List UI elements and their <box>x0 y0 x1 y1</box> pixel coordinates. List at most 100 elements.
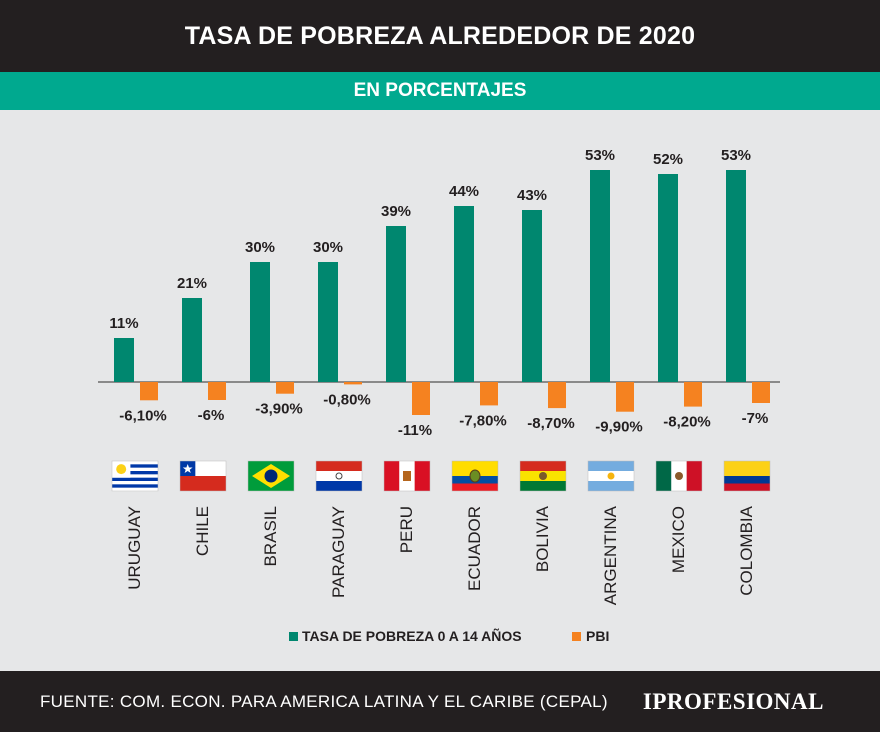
pbi-label-uruguay: -6,10% <box>119 407 167 424</box>
paraguay-flag <box>315 460 363 492</box>
flag-border <box>315 460 363 492</box>
poverty-bar-mexico <box>658 174 678 382</box>
pbi-bar-brasil <box>276 382 294 394</box>
category-label-uruguay: URUGUAY <box>125 506 144 590</box>
pbi-bar-uruguay <box>140 382 158 401</box>
flag-stripe <box>112 471 158 475</box>
uruguay-flag <box>111 460 159 492</box>
pbi-bar-peru <box>412 382 430 415</box>
poverty-label-peru: 39% <box>381 203 411 220</box>
chart-subtitle-bar: EN PORCENTAJES <box>0 72 880 110</box>
sun-icon <box>607 472 615 480</box>
flag-stripe <box>724 476 770 484</box>
flag-stripe <box>316 481 362 491</box>
flag-stripe <box>112 467 158 472</box>
pbi-bar-chile <box>208 382 226 400</box>
pbi-bar-paraguay <box>344 382 362 385</box>
pbi-bar-colombia <box>752 382 770 403</box>
flag-stripe <box>112 474 158 478</box>
pbi-bar-mexico <box>684 382 702 407</box>
flag-stripe <box>112 481 158 485</box>
poverty-bar-bolivia <box>522 210 542 382</box>
pbi-label-mexico: -8,20% <box>663 414 711 431</box>
flag-border <box>723 460 771 492</box>
poverty-label-mexico: 52% <box>653 151 683 168</box>
poverty-bar-colombia <box>726 170 746 382</box>
poverty-bar-argentina <box>590 170 610 382</box>
footer-bar: FUENTE: COM. ECON. PARA AMERICA LATINA Y… <box>0 671 880 732</box>
poverty-bar-ecuador <box>454 206 474 382</box>
pbi-label-paraguay: -0,80% <box>323 391 371 408</box>
flag-coat-of-arms <box>403 471 411 481</box>
category-label-paraguay: PARAGUAY <box>329 506 348 598</box>
flag-border <box>655 460 703 492</box>
flag-stripe <box>112 484 158 488</box>
flag-border <box>111 460 159 492</box>
poverty-bar-peru <box>386 226 406 382</box>
flag-stripe <box>452 461 498 476</box>
sun-icon <box>116 464 127 475</box>
flag-stripe <box>520 461 566 471</box>
flag-coat-of-arms <box>675 472 683 480</box>
flag-stripe <box>384 461 400 491</box>
poverty-label-colombia: 53% <box>721 147 751 164</box>
chile-flag <box>179 460 227 492</box>
pbi-label-bolivia: -8,70% <box>527 415 575 432</box>
flag-border <box>179 460 227 492</box>
category-label-bolivia: BOLIVIA <box>533 505 552 572</box>
category-label-peru: PERU <box>397 506 416 553</box>
flag-stripe <box>724 461 770 476</box>
flag-stripe <box>686 461 702 491</box>
flag-stripe <box>112 487 158 492</box>
category-label-ecuador: ECUADOR <box>465 506 484 591</box>
pbi-label-ecuador: -7,80% <box>459 412 507 429</box>
category-label-chile: CHILE <box>193 506 212 556</box>
chart-subtitle: EN PORCENTAJES <box>353 80 527 101</box>
flag-stripe <box>112 477 158 482</box>
pbi-bar-bolivia <box>548 382 566 409</box>
flag-stripe <box>452 483 498 491</box>
flag-stripe <box>112 464 158 468</box>
flag-stripe <box>656 461 672 491</box>
flag-stripe <box>316 461 362 471</box>
flag-stripe <box>180 476 226 491</box>
poverty-label-argentina: 53% <box>585 147 615 164</box>
category-label-mexico: MEXICO <box>669 506 688 573</box>
flag-stripe <box>724 483 770 491</box>
legend-swatch-pbi <box>572 632 581 641</box>
pbi-bar-argentina <box>616 382 634 412</box>
flag-stripe <box>588 481 634 491</box>
poverty-label-ecuador: 44% <box>449 183 479 200</box>
poverty-label-paraguay: 30% <box>313 239 343 256</box>
flag-stripe <box>316 471 362 481</box>
colombia-flag <box>723 460 771 492</box>
flag-stripe <box>520 481 566 491</box>
poverty-bar-uruguay <box>114 338 134 382</box>
pbi-bar-ecuador <box>480 382 498 406</box>
flag-stripe <box>112 461 158 465</box>
chart-title-bar: TASA DE POBREZA ALREDEDOR DE 2020 <box>0 0 880 72</box>
chart-title: TASA DE POBREZA ALREDEDOR DE 2020 <box>184 21 696 50</box>
poverty-label-uruguay: 11% <box>109 315 138 332</box>
category-label-brasil: BRASIL <box>261 506 280 566</box>
category-label-colombia: COLOMBIA <box>737 505 756 595</box>
flag-coat-of-arms <box>469 469 481 483</box>
brasil-flag <box>247 460 295 492</box>
pbi-label-brasil: -3,90% <box>255 401 303 418</box>
legend-swatch-poverty <box>289 632 298 641</box>
pbi-label-argentina: -9,90% <box>595 419 643 436</box>
poverty-bar-brasil <box>250 262 270 382</box>
legend-label-poverty: TASA DE POBREZA 0 A 14 AÑOS <box>302 627 522 644</box>
bolivia-flag <box>519 460 567 492</box>
flag-border <box>587 460 635 492</box>
poverty-label-brasil: 30% <box>245 239 275 256</box>
flag-seal <box>335 472 343 480</box>
source-note: FUENTE: COM. ECON. PARA AMERICA LATINA Y… <box>40 691 608 711</box>
star-icon <box>182 464 193 473</box>
ecuador-flag <box>451 460 499 492</box>
flag-border <box>247 460 295 492</box>
pbi-label-colombia: -7% <box>742 410 769 427</box>
argentina-flag <box>587 460 635 492</box>
legend-label-pbi: PBI <box>586 628 609 644</box>
poverty-label-bolivia: 43% <box>517 187 547 204</box>
